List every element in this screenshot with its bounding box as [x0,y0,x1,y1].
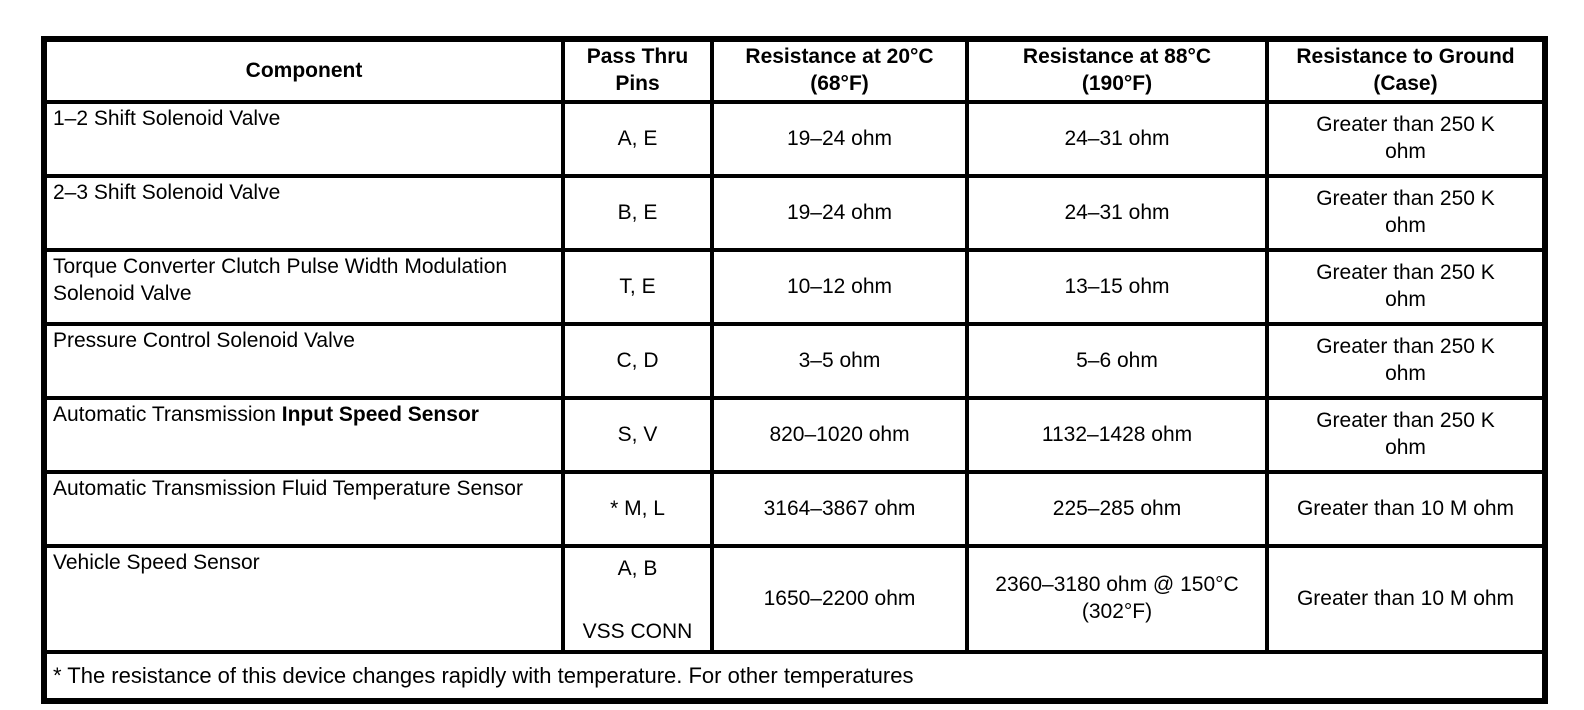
table-row-tcc-pwm-solenoid: Torque Converter Clutch Pulse Width Modu… [42,248,1547,326]
resistance-88c-cell: 13–15 ohm [965,248,1269,326]
resistance-ground-cell: Greater than 250 K ohm [1265,396,1547,474]
resistance-88c-cell: 225–285 ohm [965,470,1269,548]
table-row-shift-solenoid-2-3: 2–3 Shift Solenoid Valve B, E 19–24 ohm … [42,174,1547,252]
component-cell: 1–2 Shift Solenoid Valve [42,100,565,178]
component-text: 1–2 Shift Solenoid Valve [53,107,281,130]
resistance-ground-cell: Greater than 250 K ohm [1265,322,1547,400]
resistance-20c-cell: 820–1020 ohm [710,396,969,474]
header-row: Component Pass Thru Pins Resistance at 2… [42,37,1547,104]
pins-cell: S, V [561,396,714,474]
resistance-20c-cell: 1650–2200 ohm [710,544,969,654]
component-text-bold: Input Speed Sensor [281,403,479,426]
footnote-row: * The resistance of this device changes … [42,650,1547,703]
component-cell: Vehicle Speed Sensor [42,544,565,654]
table-row-pressure-control-solenoid: Pressure Control Solenoid Valve C, D 3–5… [42,322,1547,400]
resistance-88c-cell: 2360–3180 ohm @ 150°C (302°F) [965,544,1269,654]
component-text: Vehicle Speed Sensor [53,551,260,574]
pins-cell: A, E [561,100,714,178]
component-cell: Pressure Control Solenoid Valve [42,322,565,400]
resistance-ground-cell: Greater than 250 K ohm [1265,100,1547,178]
footnote: * The resistance of this device changes … [42,650,1547,703]
col-header-component: Component [42,37,565,104]
col-header-resistance-ground: Resistance to Ground (Case) [1265,37,1547,104]
pins-cell: B, E [561,174,714,252]
col-header-resistance-88c: Resistance at 88°C (190°F) [965,37,1269,104]
resistance-ground-cell: Greater than 10 M ohm [1265,544,1547,654]
table-row-shift-solenoid-1-2: 1–2 Shift Solenoid Valve A, E 19–24 ohm … [42,100,1547,178]
resistance-20c-cell: 3–5 ohm [710,322,969,400]
component-cell: Automatic Transmission Input Speed Senso… [42,396,565,474]
resistance-ground-cell: Greater than 250 K ohm [1265,248,1547,326]
component-text: Automatic Transmission Fluid Temperature… [53,477,523,500]
resistance-20c-cell: 19–24 ohm [710,100,969,178]
col-header-pass-thru-pins: Pass Thru Pins [561,37,714,104]
resistance-20c-cell: 19–24 ohm [710,174,969,252]
pins-secondary: VSS CONN [582,620,693,644]
resistance-20c-cell: 10–12 ohm [710,248,969,326]
component-text: Automatic Transmission [53,403,282,426]
pins-cell: T, E [561,248,714,326]
component-cell: Automatic Transmission Fluid Temperature… [42,470,565,548]
resistance-ground-cell: Greater than 250 K ohm [1265,174,1547,252]
pins-cell: * M, L [561,470,714,548]
component-text: 2–3 Shift Solenoid Valve [53,181,281,204]
pins-cell: A, B VSS CONN [561,544,714,654]
component-text: Torque Converter Clutch Pulse Width Modu… [53,255,508,305]
col-header-resistance-20c: Resistance at 20°C (68°F) [710,37,969,104]
table-row-input-speed-sensor: Automatic Transmission Input Speed Senso… [42,396,1547,474]
table-row-vehicle-speed-sensor: Vehicle Speed Sensor A, B VSS CONN 1650–… [42,544,1547,654]
pins-split-wrap: A, B VSS CONN [569,550,706,648]
resistance-20c-cell: 3164–3867 ohm [710,470,969,548]
table-row-fluid-temp-sensor: Automatic Transmission Fluid Temperature… [42,470,1547,548]
component-cell: Torque Converter Clutch Pulse Width Modu… [42,248,565,326]
resistance-88c-cell: 5–6 ohm [965,322,1269,400]
resistance-88c-cell: 24–31 ohm [965,100,1269,178]
resistance-spec-table: Component Pass Thru Pins Resistance at 2… [41,36,1548,704]
resistance-88c-cell: 1132–1428 ohm [965,396,1269,474]
pins-primary: A, B [617,557,658,580]
component-cell: 2–3 Shift Solenoid Valve [42,174,565,252]
resistance-ground-cell: Greater than 10 M ohm [1265,470,1547,548]
pins-cell: C, D [561,322,714,400]
component-text: Pressure Control Solenoid Valve [53,329,355,352]
resistance-88c-cell: 24–31 ohm [965,174,1269,252]
